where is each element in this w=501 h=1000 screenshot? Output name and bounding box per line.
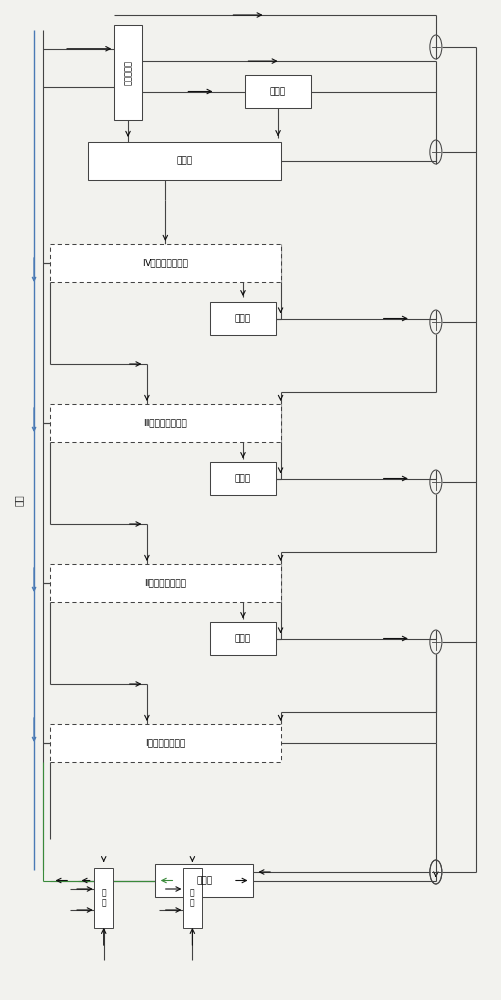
Text: 冷凝罐: 冷凝罐	[235, 634, 251, 643]
Text: 废水预热器: 废水预热器	[124, 60, 132, 85]
Bar	[183, 868, 202, 928]
Text: 冷却器: 冷却器	[196, 876, 212, 885]
Text: Ⅳ系蒸发出液罐柱: Ⅳ系蒸发出液罐柱	[142, 258, 188, 267]
Bar	[210, 462, 276, 495]
Bar	[94, 868, 113, 928]
Text: 蒸发器: 蒸发器	[176, 156, 192, 165]
Text: Ⅲ系蒸发出液罐柱: Ⅲ系蒸发出液罐柱	[143, 418, 187, 427]
Bar	[245, 75, 311, 108]
Text: 冷凝罐: 冷凝罐	[270, 87, 286, 96]
Bar	[114, 25, 142, 120]
Text: 冷凝罐: 冷凝罐	[235, 314, 251, 323]
Text: 废
水: 废 水	[190, 888, 195, 908]
Bar	[50, 564, 281, 602]
Text: 废料: 废料	[14, 494, 24, 506]
Bar	[88, 142, 281, 180]
Text: 冷凝罐: 冷凝罐	[235, 474, 251, 483]
Text: 废
液: 废 液	[101, 888, 106, 908]
Bar	[210, 622, 276, 655]
Bar	[50, 244, 281, 282]
Text: Ⅱ系蒸发出液罐柱: Ⅱ系蒸发出液罐柱	[144, 578, 186, 587]
Text: Ⅰ系蒸发出液罐柱: Ⅰ系蒸发出液罐柱	[145, 738, 185, 748]
Bar	[50, 404, 281, 442]
Bar	[50, 724, 281, 762]
Bar	[155, 864, 253, 897]
Bar	[210, 302, 276, 335]
